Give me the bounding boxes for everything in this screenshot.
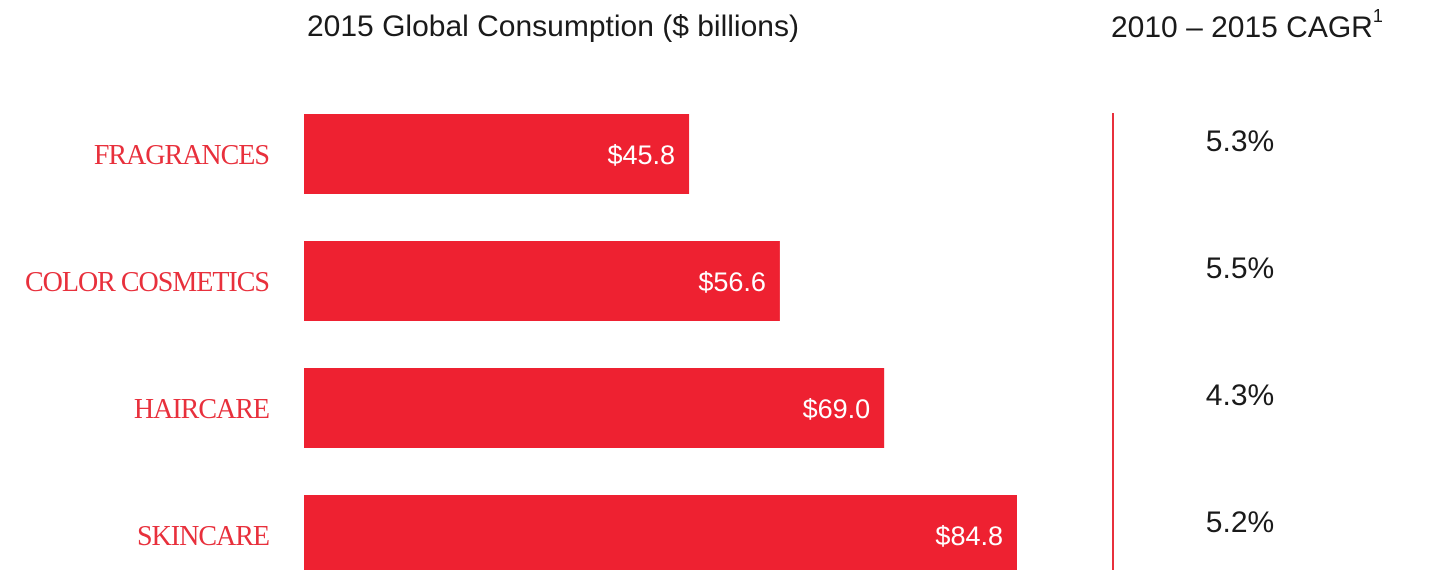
category-label: SKINCARE: [137, 521, 269, 552]
cagr-title-text: 2010 – 2015 CAGR: [1111, 11, 1373, 44]
bar-value-label: $69.0: [803, 394, 871, 424]
cagr-value: 5.3%: [1206, 125, 1274, 158]
bar-fragrances: [304, 114, 690, 194]
bar-haircare: [304, 368, 885, 448]
cagr-value: 5.5%: [1206, 252, 1274, 285]
cagr-value: 4.3%: [1206, 379, 1274, 412]
bar-value-label: $45.8: [608, 140, 676, 170]
cagr-footnote-marker: 1: [1372, 6, 1383, 26]
bar-value-label: $56.6: [698, 267, 766, 297]
bar-color-cosmetics: [304, 241, 780, 321]
cagr-column-title: 2010 – 2015 CAGR1: [1111, 6, 1383, 45]
category-label: COLOR COSMETICS: [25, 267, 269, 298]
chart-title: 2015 Global Consumption ($ billions): [307, 10, 799, 43]
cagr-value: 5.2%: [1206, 506, 1274, 539]
category-label: FRAGRANCES: [94, 140, 269, 171]
bar-value-label: $84.8: [935, 521, 1003, 551]
category-label: HAIRCARE: [134, 394, 269, 425]
bar-skincare: [304, 495, 1017, 570]
